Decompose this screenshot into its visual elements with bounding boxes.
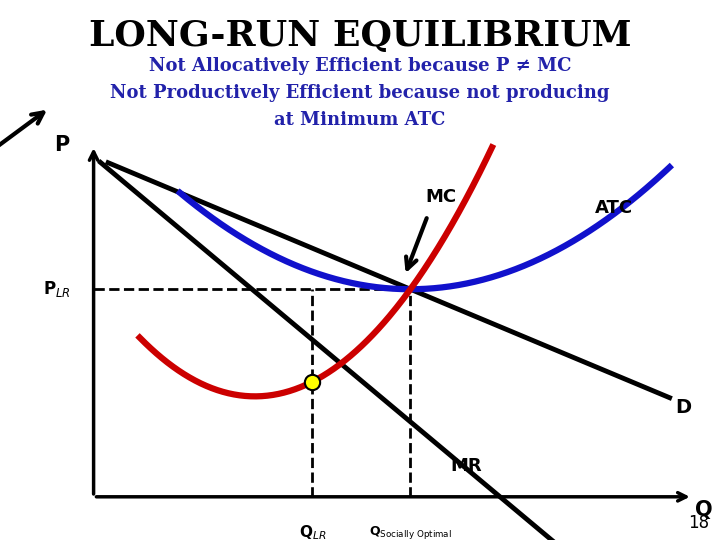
Text: MR: MR <box>451 457 482 475</box>
Text: Q: Q <box>696 500 713 520</box>
Text: P: P <box>54 135 70 156</box>
Text: Q$_{LR}$: Q$_{LR}$ <box>299 524 326 540</box>
Text: MC: MC <box>426 188 456 206</box>
Text: ATC: ATC <box>595 199 633 218</box>
Text: Not Allocatively Efficient because P ≠ MC: Not Allocatively Efficient because P ≠ M… <box>149 57 571 75</box>
Text: P$_{LR}$: P$_{LR}$ <box>42 279 71 299</box>
Text: Q$_{\mathrm{Socially\ Optimal}}$: Q$_{\mathrm{Socially\ Optimal}}$ <box>369 524 452 540</box>
Text: Not Productively Efficient because not producing: Not Productively Efficient because not p… <box>110 84 610 102</box>
Text: at Minimum ATC: at Minimum ATC <box>274 111 446 129</box>
Text: D: D <box>675 398 691 417</box>
Text: 18: 18 <box>688 514 709 532</box>
Text: LONG-RUN EQUILIBRIUM: LONG-RUN EQUILIBRIUM <box>89 19 631 53</box>
